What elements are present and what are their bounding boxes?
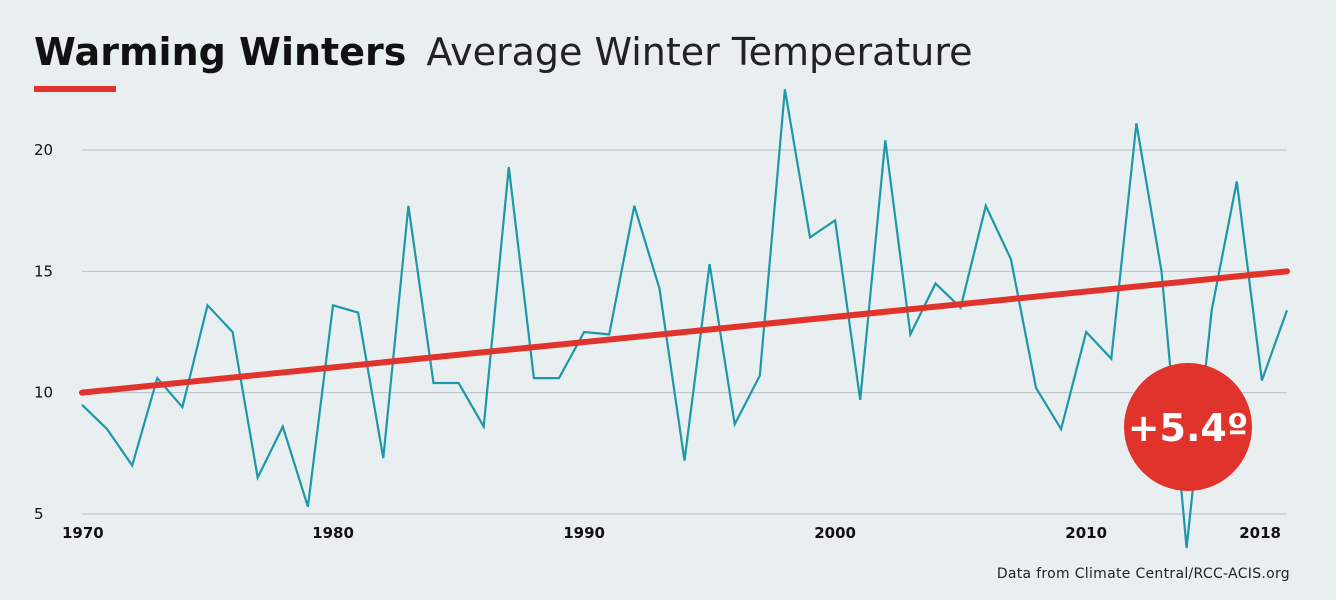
y-tick-label: 10 bbox=[34, 384, 53, 402]
chart-title: Warming Winters bbox=[34, 30, 407, 74]
x-tick-label: 1990 bbox=[563, 524, 605, 542]
x-tick-label: 2018 bbox=[1239, 524, 1281, 542]
y-tick-label: 5 bbox=[34, 505, 44, 523]
title-accent-bar bbox=[34, 86, 116, 92]
y-tick-label: 15 bbox=[34, 262, 53, 280]
x-tick-label: 1980 bbox=[312, 524, 354, 542]
y-tick-label: 20 bbox=[34, 141, 53, 159]
x-tick-label: 2000 bbox=[814, 524, 856, 542]
chart-title-row: Warming Winters Average Winter Temperatu… bbox=[34, 30, 973, 74]
chart-subtitle: Average Winter Temperature bbox=[426, 30, 973, 74]
change-badge bbox=[1124, 363, 1252, 491]
change-badge-label: +5.4º bbox=[1128, 406, 1249, 450]
series-line bbox=[81, 89, 1289, 549]
x-tick-label: 2010 bbox=[1065, 524, 1107, 542]
trend-line bbox=[79, 268, 1290, 396]
x-tick-label: 1970 bbox=[62, 524, 104, 542]
source-note: Data from Climate Central/RCC-ACIS.org bbox=[996, 566, 1290, 582]
